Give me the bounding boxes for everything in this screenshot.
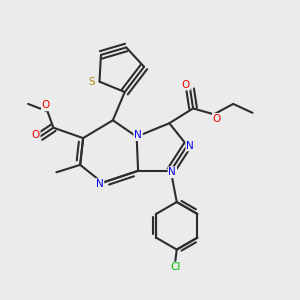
Text: N: N — [168, 167, 176, 177]
Text: O: O — [32, 130, 40, 140]
Text: N: N — [186, 140, 194, 151]
Text: O: O — [213, 114, 221, 124]
Text: Cl: Cl — [170, 262, 181, 272]
Text: O: O — [42, 100, 50, 110]
Text: S: S — [89, 76, 95, 87]
Text: N: N — [134, 130, 142, 140]
Text: O: O — [182, 80, 190, 90]
Text: N: N — [96, 179, 103, 189]
